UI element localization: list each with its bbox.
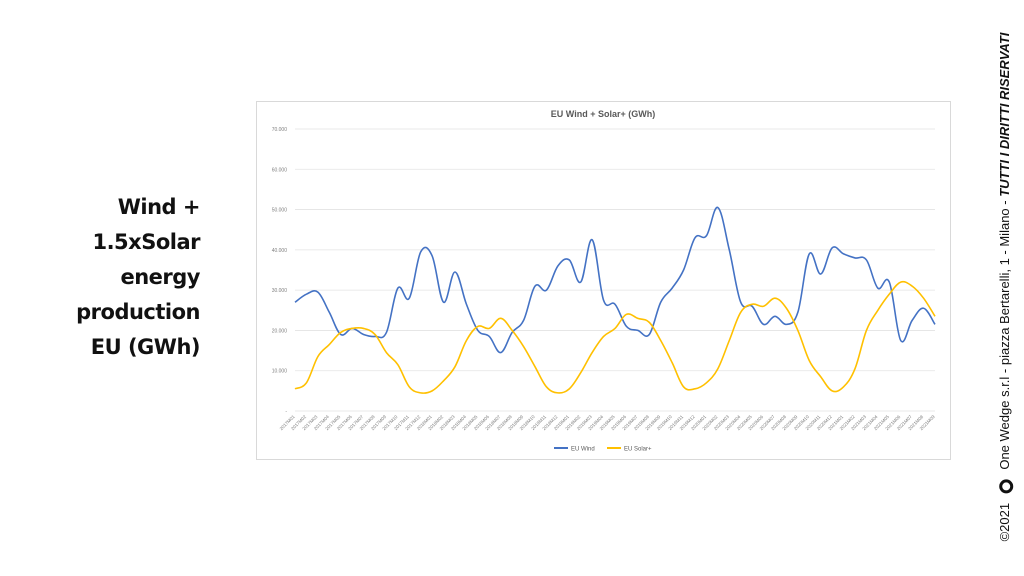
x-axis: 2017M012017M022017M032017M042017M052017M…	[279, 414, 936, 431]
chart-frame: EU Wind + Solar+ (GWh) - 10.000 20.000 30.0…	[256, 101, 951, 460]
chart-title: EU Wind + Solar+ (GWh)	[551, 109, 655, 119]
company-address: One Wedge s.r.l - piazza Bertarelli, 1 -…	[997, 200, 1013, 470]
slide-title: Wind + 1.5xSolar energy production EU (G…	[60, 190, 200, 365]
title-line: EU (GWh)	[90, 335, 201, 359]
copyright-text: ©2021	[997, 502, 1013, 542]
one-wedge-logo-icon	[998, 479, 1013, 494]
y-tick-label: 50.000	[272, 208, 288, 214]
y-tick-label: 60.000	[272, 167, 288, 173]
title-line: energy	[120, 265, 200, 289]
title-line: Wind +	[117, 195, 201, 219]
footer-text: ©2021 One Wedge s.r.l - piazza Bertarell…	[997, 32, 1013, 542]
series-line-eu-solar	[294, 280, 936, 394]
y-tick-label: 10.000	[272, 369, 288, 375]
gridlines	[295, 128, 935, 412]
series-line-eu-wind	[294, 206, 936, 354]
y-tick-label: 20.000	[272, 328, 288, 334]
legend-solar-label: EU Solar+	[624, 447, 652, 453]
footer: ©2021 One Wedge s.r.l - piazza Bertarell…	[985, 12, 1024, 562]
rights-text: TUTTI I DIRITTI RISERVATI	[997, 32, 1013, 197]
title-line: 1.5xSolar	[92, 230, 200, 254]
y-tick-label: -	[285, 409, 287, 415]
title-line: production	[76, 300, 200, 324]
y-tick-label: 40.000	[272, 248, 288, 254]
series	[294, 206, 936, 394]
legend: EU Wind EU Solar+	[554, 447, 652, 453]
legend-wind-label: EU Wind	[571, 447, 595, 453]
y-tick-label: 30.000	[272, 288, 288, 294]
chart: EU Wind + Solar+ (GWh) - 10.000 20.000 30.0…	[272, 109, 936, 453]
y-axis: - 10.000 20.000 30.000 40.000 50.000 60.000 70.…	[272, 127, 288, 415]
y-tick-label: 70.000	[272, 127, 288, 133]
